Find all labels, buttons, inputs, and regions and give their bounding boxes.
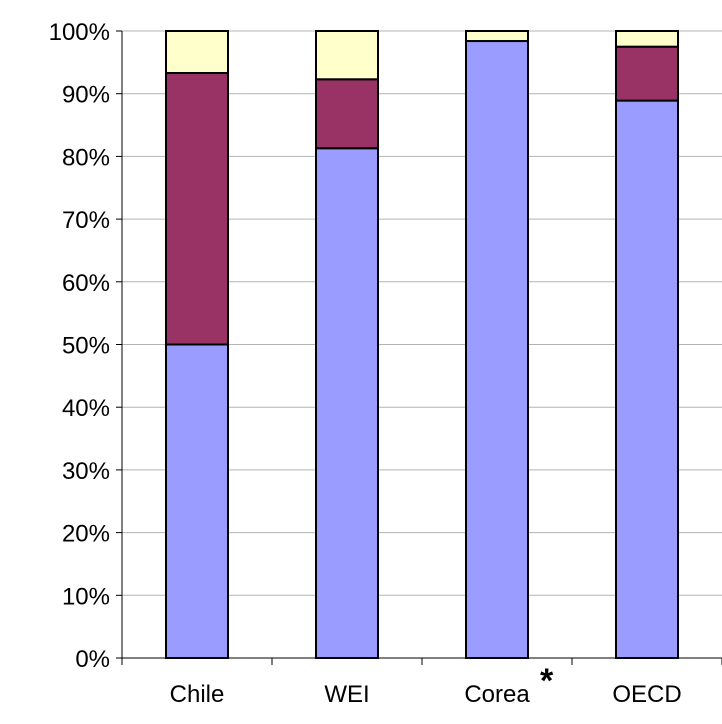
bar-segment	[615, 45, 679, 102]
y-tick-label: 50%	[62, 333, 110, 360]
bar-segment	[465, 40, 529, 660]
bar-segment	[315, 30, 379, 81]
bar-segment	[165, 30, 229, 75]
x-tick-label: Corea	[464, 681, 530, 708]
bar-segment	[315, 78, 379, 150]
y-tick-label: 90%	[62, 82, 110, 109]
y-tick-label: 20%	[62, 521, 110, 548]
bar-segment	[165, 72, 229, 346]
x-tick-label: Chile	[170, 681, 225, 708]
y-tick-label: 10%	[62, 583, 110, 610]
bar-segment	[315, 147, 379, 659]
bar-segment	[165, 343, 229, 659]
category-annotation: *	[540, 662, 554, 700]
y-tick-label: 40%	[62, 395, 110, 422]
x-tick-label: OECD	[612, 681, 681, 708]
bars	[165, 30, 679, 660]
y-tick-label: 100%	[49, 19, 110, 46]
bar-segment	[615, 30, 679, 48]
bar-segment	[615, 99, 679, 660]
labels: 0% 10% 20% 30% 40% 50% 60% 70% 80% 90% 100% Chile WE…	[49, 19, 682, 708]
y-tick-label: 30%	[62, 458, 110, 485]
y-tick-label: 80%	[62, 144, 110, 171]
x-tick-label: WEI	[324, 681, 369, 708]
y-tick-label: 60%	[62, 270, 110, 297]
bar-segment	[465, 30, 529, 43]
y-tick-label: 70%	[62, 207, 110, 234]
y-tick-label: 0%	[75, 646, 110, 673]
